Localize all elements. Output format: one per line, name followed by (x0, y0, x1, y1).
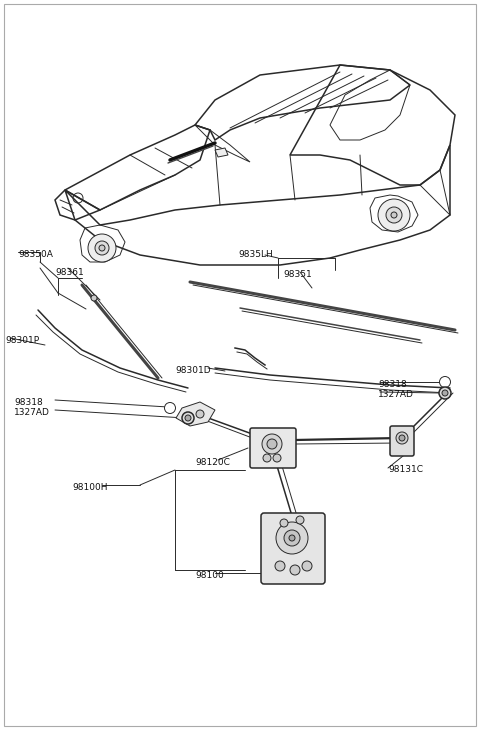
Circle shape (88, 234, 116, 262)
Circle shape (99, 245, 105, 251)
Polygon shape (215, 148, 228, 157)
Circle shape (280, 519, 288, 527)
Circle shape (396, 432, 408, 444)
Circle shape (95, 241, 109, 255)
Circle shape (91, 295, 97, 301)
Circle shape (263, 454, 271, 462)
Circle shape (185, 415, 191, 421)
Circle shape (439, 387, 451, 399)
Circle shape (273, 454, 281, 462)
Circle shape (165, 402, 176, 413)
Circle shape (284, 530, 300, 546)
Circle shape (182, 412, 194, 424)
Text: 98100: 98100 (195, 571, 224, 580)
Text: 98301P: 98301P (5, 336, 39, 345)
Circle shape (302, 561, 312, 571)
FancyBboxPatch shape (390, 426, 414, 456)
Circle shape (296, 516, 304, 524)
Circle shape (196, 410, 204, 418)
FancyBboxPatch shape (250, 428, 296, 468)
Circle shape (262, 434, 282, 454)
Text: 98120C: 98120C (195, 458, 230, 467)
Circle shape (391, 212, 397, 218)
Text: 98351: 98351 (283, 270, 312, 279)
Circle shape (442, 390, 448, 396)
Circle shape (289, 535, 295, 541)
Circle shape (399, 435, 405, 441)
FancyBboxPatch shape (261, 513, 325, 584)
Text: 98301D: 98301D (175, 366, 211, 375)
Text: 1327AD: 1327AD (14, 408, 50, 417)
Text: 98100H: 98100H (72, 483, 108, 492)
Polygon shape (176, 402, 215, 426)
Circle shape (275, 561, 285, 571)
Circle shape (378, 199, 410, 231)
Text: 98131C: 98131C (388, 465, 423, 474)
Circle shape (276, 522, 308, 554)
Text: 1327AD: 1327AD (378, 390, 414, 399)
Text: 98318: 98318 (14, 398, 43, 407)
Text: 98361: 98361 (55, 268, 84, 277)
Circle shape (440, 377, 451, 388)
Circle shape (267, 439, 277, 449)
Text: 98318: 98318 (378, 380, 407, 389)
Text: 98350A: 98350A (18, 250, 53, 259)
Text: 9835LH: 9835LH (238, 250, 273, 259)
Circle shape (386, 207, 402, 223)
Circle shape (290, 565, 300, 575)
